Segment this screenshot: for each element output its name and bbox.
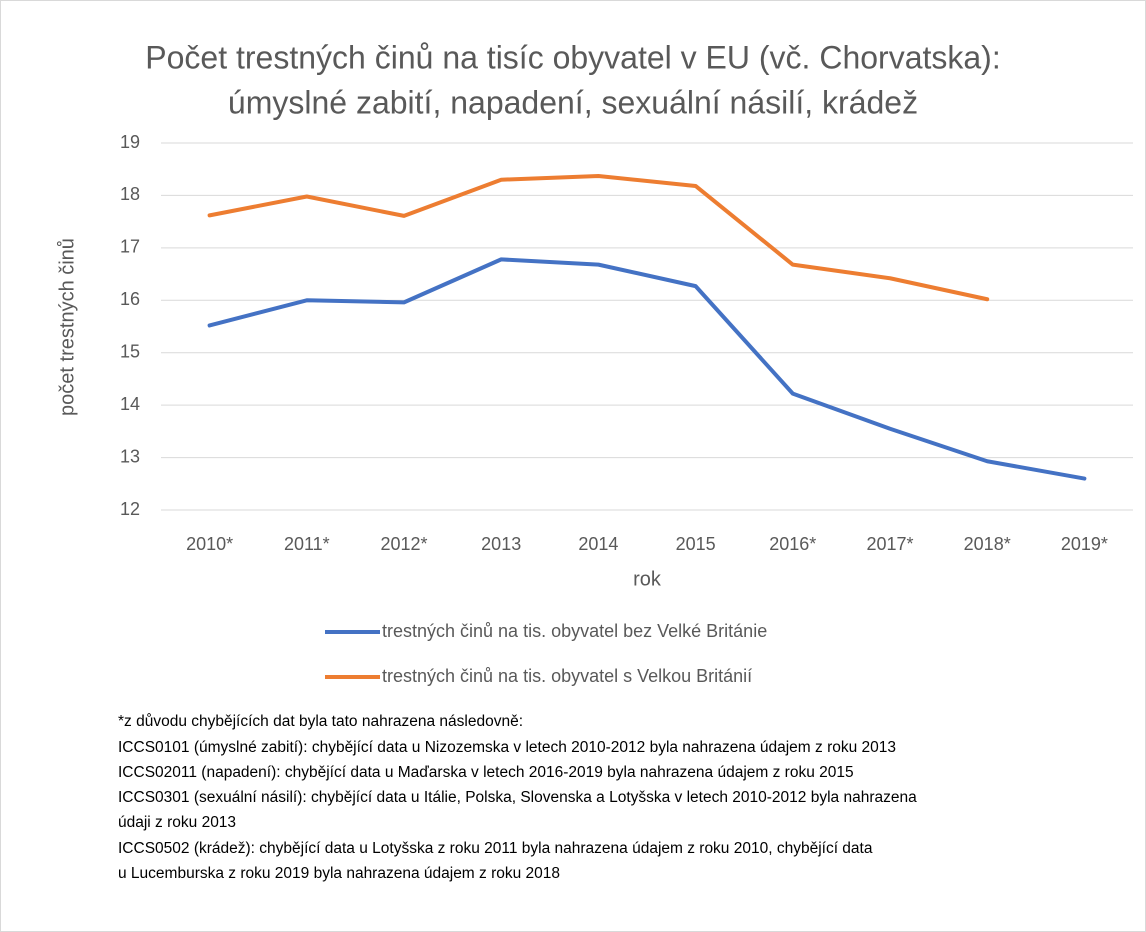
x-tick-label: 2014 (578, 534, 618, 554)
note: údaji z roku 2013 (118, 814, 236, 831)
x-tick-label: 2015 (676, 534, 716, 554)
y-tick-label: 14 (120, 394, 140, 414)
y-tick-label: 17 (120, 237, 140, 257)
x-tick-label: 2018* (964, 534, 1011, 554)
y-axis-label: počet trestných činů (56, 238, 78, 416)
note: ICCS0101 (úmyslné zabití): chybějící dat… (118, 739, 896, 756)
y-tick-label: 19 (120, 132, 140, 152)
x-tick-label: 2013 (481, 534, 521, 554)
chart-title: úmyslné zabití, napadení, sexuální násil… (228, 84, 918, 120)
note: ICCS0301 (sexuální násilí): chybějící da… (118, 789, 917, 806)
y-tick-label: 15 (120, 341, 140, 361)
note: *z důvodu chybějících dat byla tato nahr… (118, 713, 523, 730)
chart-title: Počet trestných činů na tisíc obyvatel v… (145, 39, 1000, 75)
series-line (207, 174, 990, 302)
x-tick-label: 2016* (769, 534, 816, 554)
legend-label: trestných činů na tis. obyvatel s Velkou… (382, 666, 752, 686)
x-tick-label: 2011* (284, 534, 330, 554)
y-tick-label: 13 (120, 446, 140, 466)
note: u Lucemburska z roku 2019 byla nahrazena… (118, 865, 560, 882)
note: ICCS0502 (krádež): chybějící data u Loty… (118, 840, 873, 857)
y-tick-label: 12 (120, 499, 140, 519)
note: ICCS02011 (napadení): chybějící data u M… (118, 764, 854, 781)
y-tick-label: 18 (120, 184, 140, 204)
x-tick-label: 2010* (186, 534, 233, 554)
x-axis-label: rok (633, 568, 662, 590)
x-tick-label: 2019* (1061, 534, 1108, 554)
x-tick-label: 2017* (866, 534, 913, 554)
x-tick-label: 2012* (380, 534, 427, 554)
series-line (207, 257, 1087, 481)
legend-label: trestných činů na tis. obyvatel bez Velk… (382, 621, 767, 641)
y-tick-label: 16 (120, 289, 140, 309)
